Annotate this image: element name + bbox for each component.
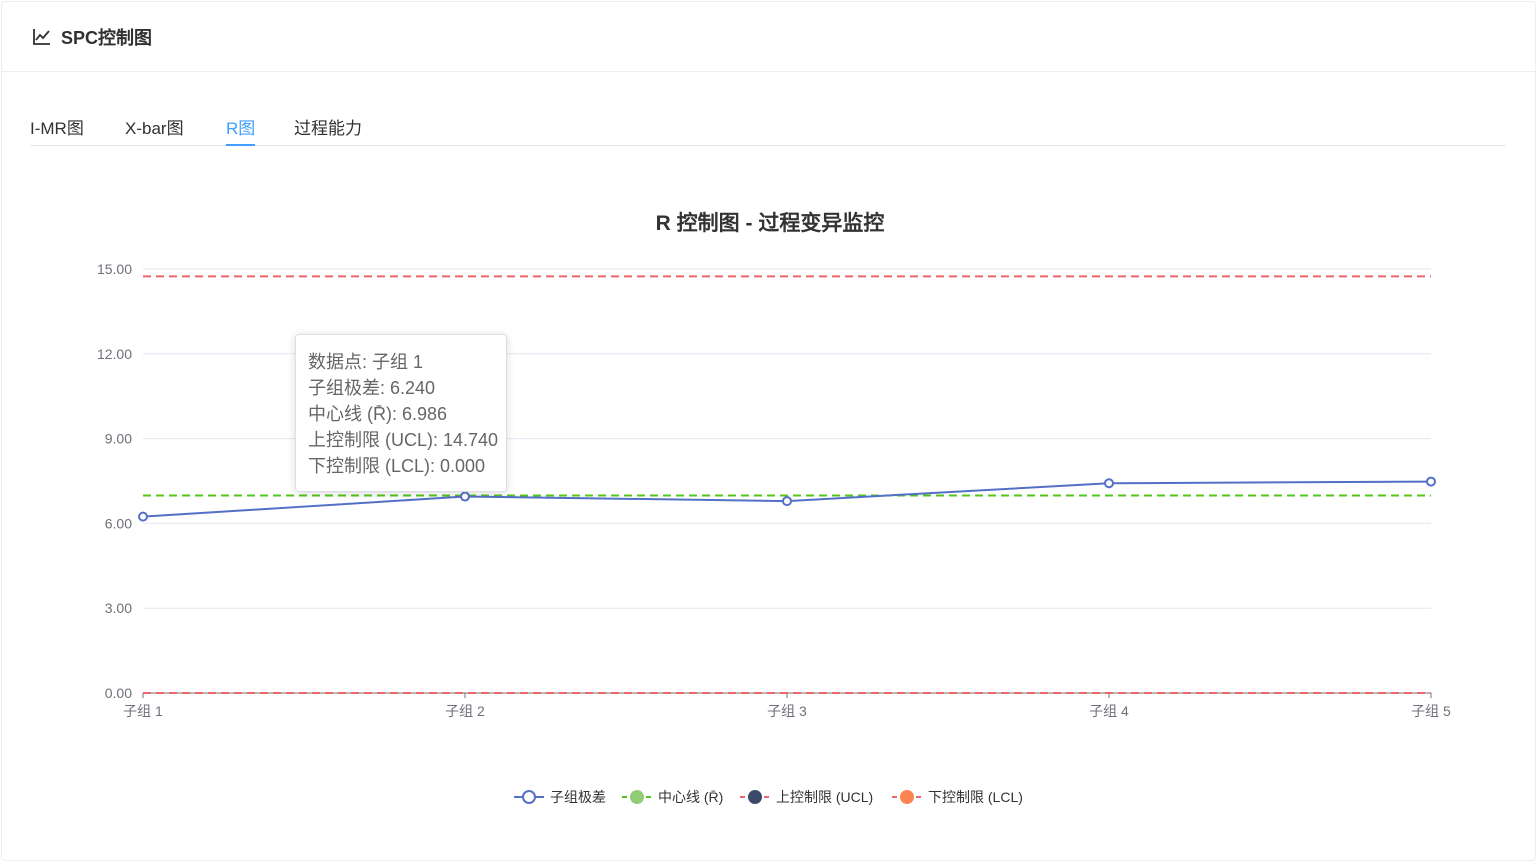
x-tick-label: 子组 2	[445, 703, 485, 719]
tab-imr[interactable]: I-MR图	[30, 119, 84, 138]
tab-process-capability[interactable]: 过程能力	[294, 119, 362, 138]
data-point	[460, 491, 470, 502]
y-tick-label: 12.00	[97, 346, 132, 362]
data-point	[782, 496, 792, 507]
data-point	[1426, 476, 1436, 487]
chart-tabs: I-MR图 X-bar图 R图 过程能力	[30, 104, 1506, 146]
y-tick-label: 6.00	[105, 515, 132, 531]
legend-marker-3	[900, 790, 914, 804]
legend-label-0: 子组极差	[550, 789, 606, 805]
y-tick-label: 3.00	[105, 600, 132, 616]
x-tick-label: 子组 3	[767, 703, 807, 719]
legend-marker-1	[630, 790, 644, 804]
page-title: SPC控制图	[61, 27, 153, 48]
tooltip-line-lcl: 下控制限 (LCL): 0.000	[308, 456, 486, 476]
tooltip-line-range: 子组极差: 6.240	[308, 378, 436, 398]
data-point	[138, 511, 148, 522]
x-tick-label: 子组 1	[123, 703, 163, 719]
legend-label-2: 上控制限 (UCL)	[776, 789, 873, 805]
y-tick-label: 15.00	[97, 261, 132, 277]
line-chart-icon	[32, 27, 52, 47]
chart-title: R 控制图 - 过程变异监控	[656, 211, 885, 235]
legend-label-1: 中心线 (R̄)	[658, 789, 723, 805]
data-point	[1104, 478, 1114, 489]
legend-marker-2	[748, 790, 762, 804]
chart-tooltip: 数据点: 子组 1 子组极差: 6.240 中心线 (R̄): 6.986 上控…	[295, 334, 507, 492]
tab-r-chart[interactable]: R图	[226, 114, 256, 146]
tooltip-line-datapoint: 数据点: 子组 1	[308, 352, 424, 372]
x-tick-label: 子组 5	[1411, 703, 1451, 719]
y-tick-label: 0.00	[105, 685, 132, 701]
tooltip-line-centerline: 中心线 (R̄): 6.986	[308, 404, 448, 424]
y-tick-label: 9.00	[105, 431, 132, 447]
card-header: SPC控制图	[2, 2, 1535, 72]
tooltip-line-ucl: 上控制限 (UCL): 14.740	[308, 430, 499, 450]
x-tick-label: 子组 4	[1089, 703, 1129, 719]
tab-xbar[interactable]: X-bar图	[125, 119, 184, 138]
legend-marker-0	[522, 790, 536, 804]
legend-label-3: 下控制限 (LCL)	[928, 789, 1023, 805]
